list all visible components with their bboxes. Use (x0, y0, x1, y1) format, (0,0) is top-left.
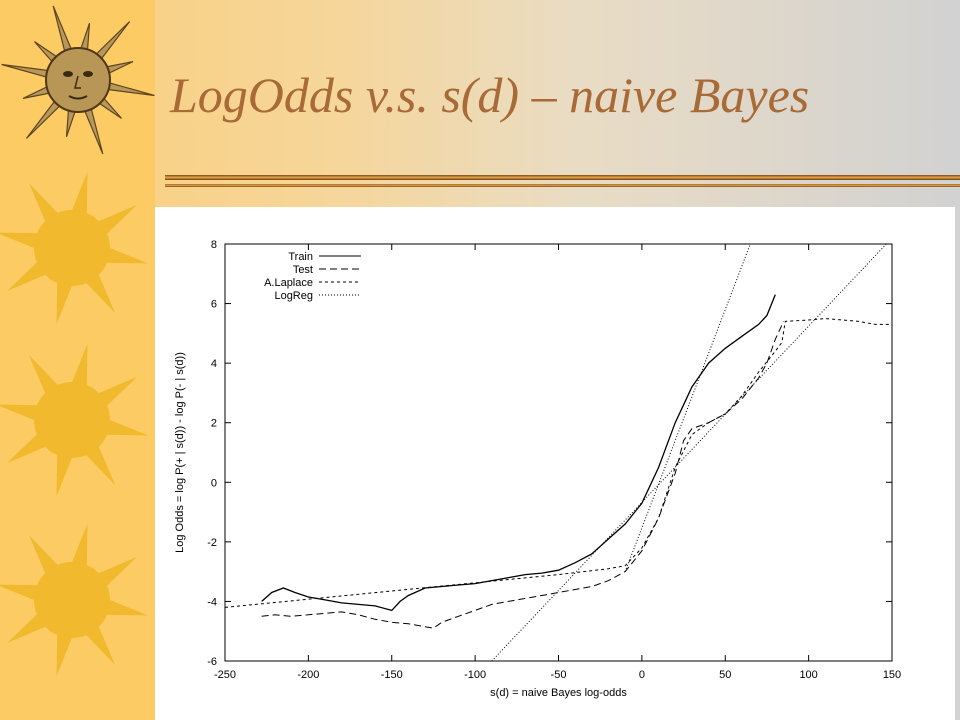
y-tick-label: 2 (211, 418, 217, 430)
y-tick-label: 4 (211, 358, 217, 370)
y-tick-label: -4 (207, 596, 217, 608)
chart-panel: -250 -200 -150 -100 -50 0 50 100 150 -6 -4 -2 0 2 4 6 8 … (155, 207, 955, 720)
legend-label: Test (293, 264, 313, 276)
legend-label: A.Laplace (264, 277, 313, 289)
sun-icon (0, 523, 149, 677)
x-tick-label: 150 (883, 669, 901, 681)
x-tick-label: -100 (464, 669, 486, 681)
sun-face-icon (1, 5, 155, 155)
x-tick-label: 0 (639, 669, 645, 681)
legend-label: LogReg (274, 290, 313, 302)
series-line-test (261, 321, 785, 629)
y-tick-label: 6 (211, 299, 217, 311)
x-tick-label: -50 (551, 669, 567, 681)
x-tick-label: -250 (214, 669, 236, 681)
sun-icon (0, 171, 149, 325)
series-line-train (261, 294, 776, 612)
series-line-a-laplace (225, 317, 892, 608)
x-tick-label: -200 (297, 669, 319, 681)
y-tick-label: -6 (207, 656, 217, 668)
x-tick-label: 50 (719, 669, 731, 681)
legend-label: Train (288, 251, 313, 263)
y-tick-label: -2 (207, 537, 217, 549)
slide-title: LogOdds v.s. s(d) – naive Bayes (170, 67, 810, 123)
x-tick-label: 100 (799, 669, 817, 681)
title-underline (165, 172, 960, 190)
y-axis-label: Log Odds = log P(+ | s(d)) - log P(- | s… (174, 352, 186, 553)
line-chart: -250 -200 -150 -100 -50 0 50 100 150-6-4-202468 … (174, 239, 901, 699)
sun-icon (0, 343, 149, 497)
plot-frame (224, 243, 893, 662)
series-line-logreg (491, 244, 888, 661)
y-tick-label: 8 (211, 239, 217, 251)
y-tick-label: 0 (211, 477, 217, 489)
sun-decorations (0, 5, 155, 677)
x-axis-label: s(d) = naive Bayes log-odds (490, 687, 627, 699)
x-tick-label: -150 (381, 669, 403, 681)
